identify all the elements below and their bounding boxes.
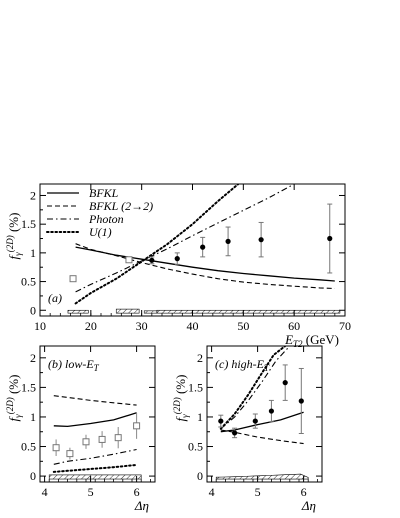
x-tick-label-a: 70 <box>339 319 351 333</box>
x-tick-label-a: 50 <box>237 319 249 333</box>
y-tick-label-b: 1.5 <box>21 380 36 394</box>
data-point-a <box>149 257 155 263</box>
x-tick-label-b: 4 <box>42 485 48 499</box>
systematic-band-c <box>215 473 309 480</box>
data-point-c <box>268 408 274 414</box>
y-tick-label-c: 1.5 <box>188 380 203 394</box>
data-point-a <box>225 238 231 244</box>
systematic-band-b <box>48 474 142 480</box>
systematic-band-a <box>115 308 140 314</box>
y-tick-label-a: 0.5 <box>21 275 36 289</box>
plot-frame-b <box>39 345 156 483</box>
y-tick-label-a: 0 <box>30 303 36 317</box>
series-bfkl-line <box>75 246 335 282</box>
legend-label: U(1) <box>89 225 112 239</box>
series-photon-line <box>75 184 295 293</box>
series-photon-line <box>53 448 137 465</box>
y-tick-label-a: 1.5 <box>21 217 36 231</box>
x-tick-label-a: 60 <box>288 319 300 333</box>
series-u-1--line <box>74 184 240 305</box>
x-tick-label-c: 6 <box>301 485 307 499</box>
y-axis-label-a: fγ(2D) (%) <box>5 213 23 260</box>
data-point-a <box>258 237 264 243</box>
data-point-open-a <box>125 256 133 264</box>
data-point-c <box>298 398 304 404</box>
y-tick-label-b: 1 <box>30 410 36 424</box>
x-axis-label-b: Δη <box>134 498 149 513</box>
series-u-1--line <box>52 463 138 473</box>
x-tick-label-c: 5 <box>255 485 261 499</box>
systematic-band-a <box>67 309 89 314</box>
series-bfkl-2-2--line <box>220 429 304 445</box>
y-axis-label-c: fγ(2D) (%) <box>172 375 190 422</box>
data-point-open-a <box>69 275 77 283</box>
curves-a <box>74 184 335 305</box>
data-point-open-b <box>133 422 141 430</box>
x-tick-label-b: 6 <box>134 485 140 499</box>
legend-label: Photon <box>88 212 124 226</box>
series-photon-line <box>220 346 291 430</box>
data-point-a <box>200 244 206 250</box>
plot-frame-c <box>206 345 323 483</box>
panel-label-a: (a) <box>48 291 62 305</box>
x-tick-label-a: 30 <box>136 319 148 333</box>
y-tick-label-c: 0.5 <box>188 440 203 454</box>
y-tick-label-c: 0 <box>197 469 203 483</box>
panel-a: 0 0.5 1 1.5 2 10 20 30 40 50 60 70 fγ(2D) (%) ET2 (Ge… <box>5 183 351 349</box>
panel-c: 0 0.5 1 1.5 2 4 5 6 fγ(2D) (%) Δη (c) high-ET <box>172 345 323 513</box>
data-point-c <box>252 418 258 424</box>
data-point-open-b <box>98 435 106 443</box>
data-point-a <box>174 256 180 262</box>
x-tick-label-a: 20 <box>85 319 97 333</box>
y-tick-label-b: 0.5 <box>21 440 36 454</box>
x-axis-label-c: Δη <box>301 498 316 513</box>
data-point-c <box>282 380 288 386</box>
x-axis-label-a: ET2 (GeV) <box>284 332 339 349</box>
legend-label: BFKL (2→2) <box>89 199 153 213</box>
data-point-open-b <box>66 450 74 458</box>
y-tick-label-c: 1 <box>197 410 203 424</box>
data-point-open-b <box>52 444 60 452</box>
systematic-band-a <box>156 309 341 314</box>
data-point-a <box>327 235 333 242</box>
panel-label-c: (c) high-ET <box>215 357 270 373</box>
y-tick-label-a: 1 <box>30 246 36 260</box>
series-bfkl-2-2--line <box>53 395 137 406</box>
series-bfkl-line <box>220 411 304 433</box>
panel-label-b: (b) low-ET <box>48 357 100 373</box>
panel-b: 0 0.5 1 1.5 2 4 5 6 fγ(2D) (%) Δη (b) low-ET <box>5 345 156 513</box>
data-point-open-b <box>114 434 122 442</box>
x-tick-label-a: 10 <box>34 319 46 333</box>
x-tick-label-a: 40 <box>187 319 199 333</box>
data-point-open-b <box>82 438 90 446</box>
y-tick-label-b: 2 <box>30 351 36 365</box>
series-u-1--line <box>219 346 287 430</box>
curves-b <box>52 395 138 473</box>
systematic-band-a <box>143 310 158 314</box>
x-tick-label-c: 4 <box>209 485 215 499</box>
curves-c <box>219 346 304 445</box>
y-tick-label-a: 2 <box>30 188 36 202</box>
x-tick-label-b: 5 <box>88 485 94 499</box>
series-bfkl-line <box>53 412 137 428</box>
y-tick-label-c: 2 <box>197 351 203 365</box>
series-bfkl-2-2--line <box>75 243 335 290</box>
data-point-c <box>218 418 224 424</box>
data-point-c <box>232 430 238 436</box>
y-tick-label-b: 0 <box>30 469 36 483</box>
y-axis-label-b: fγ(2D) (%) <box>5 375 23 422</box>
legend-label: BFKL <box>89 186 119 200</box>
